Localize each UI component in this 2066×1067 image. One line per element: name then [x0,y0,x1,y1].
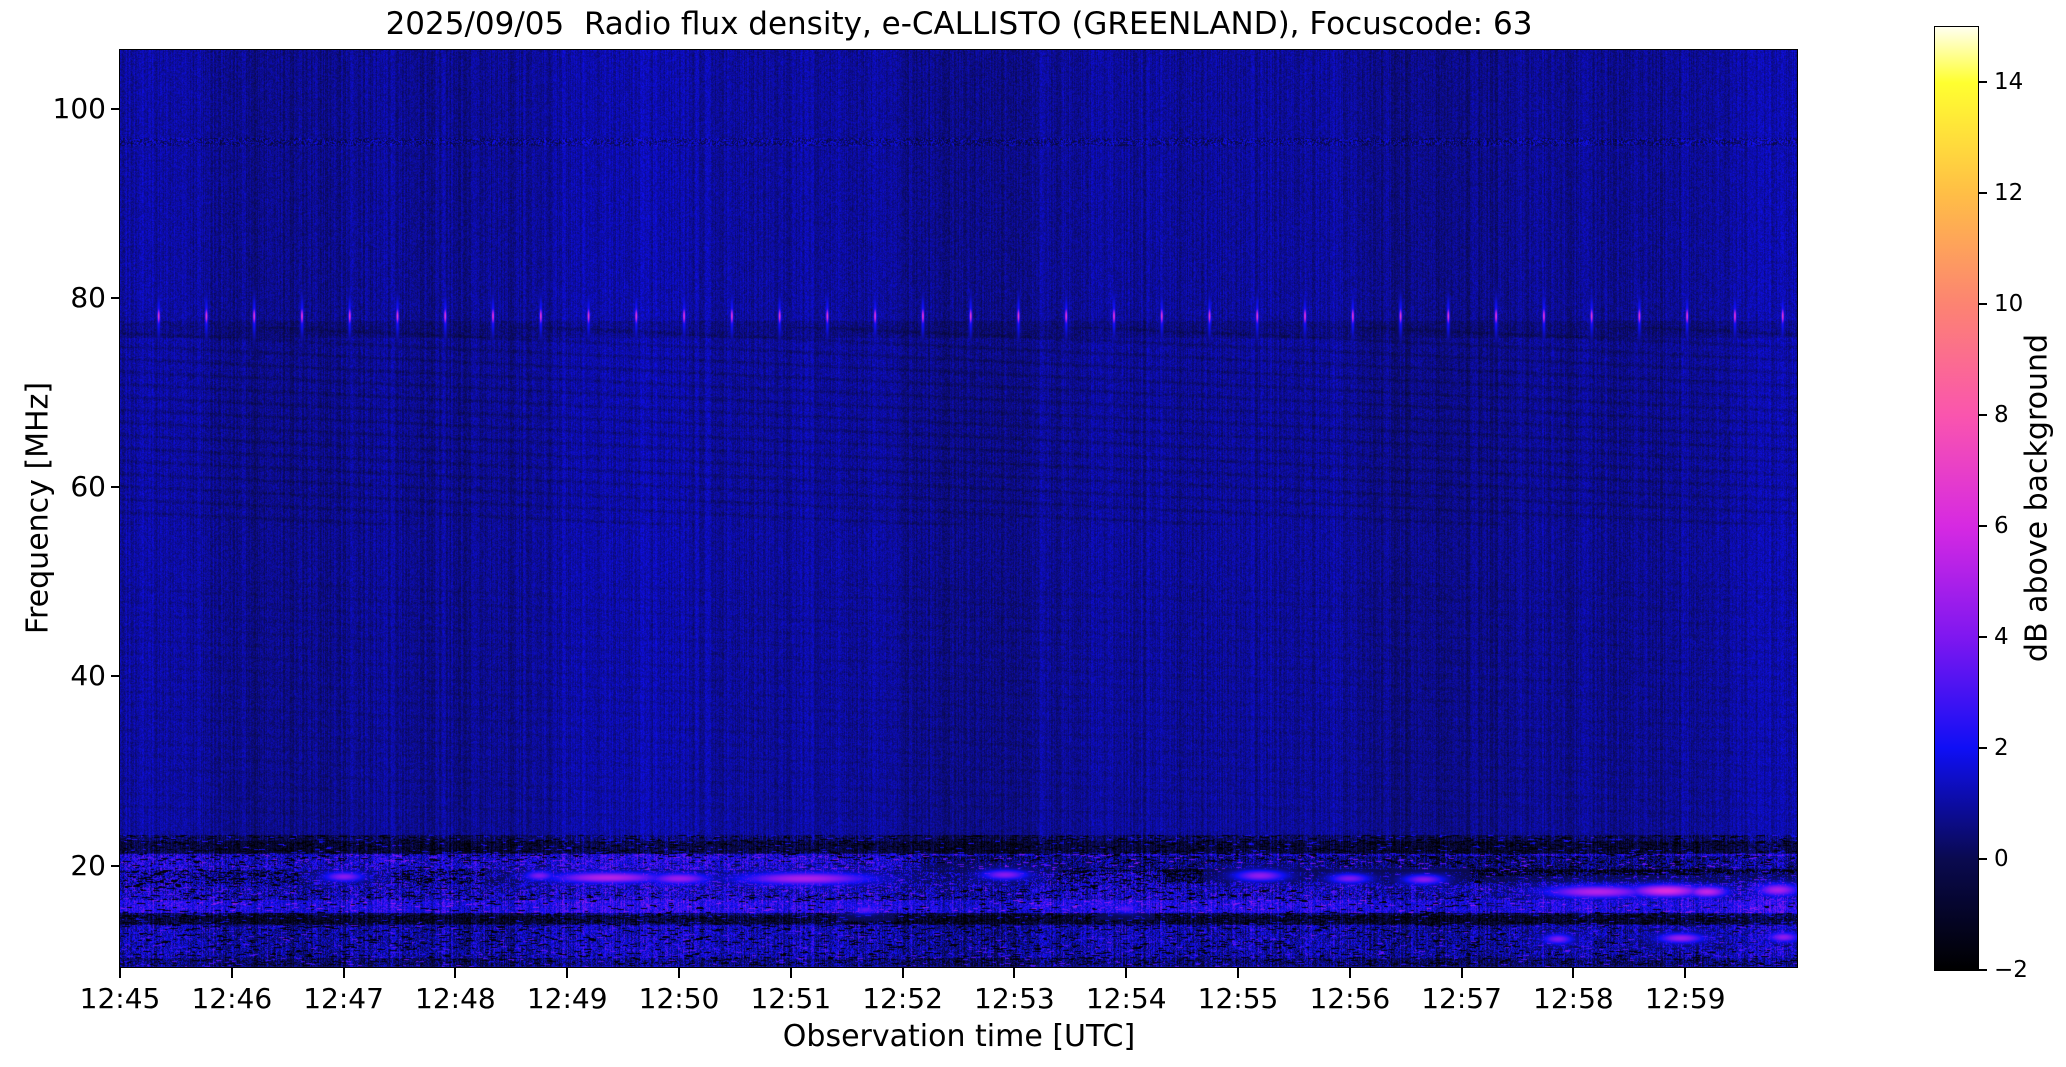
x-tick-label: 12:53 [974,982,1055,1015]
x-tick-mark [119,968,121,978]
x-tick-mark [1013,968,1016,978]
x-tick-mark [454,968,457,978]
y-tick-mark [111,864,119,867]
x-tick-label: 12:54 [1085,982,1167,1015]
colorbar-tick-label: 8 [1994,402,2009,429]
colorbar-tick-label: 2 [1994,735,2009,762]
colorbar-tick-label: 6 [1994,513,2009,540]
x-tick-label: 12:48 [415,982,496,1015]
x-tick-label: 12:47 [303,982,384,1015]
x-tick-mark [1460,968,1463,978]
x-tick-label: 12:49 [526,982,608,1015]
x-axis-label: Observation time [UTC] [782,1019,1136,1054]
y-tick-label: 20 [70,848,106,882]
y-tick-label: 100 [52,91,106,125]
x-tick-mark [901,968,904,978]
x-tick-label: 12:59 [1644,982,1726,1015]
colorbar-tick-label: 10 [1994,291,2024,318]
x-tick-label: 12:50 [638,982,720,1015]
x-tick-mark [566,968,569,978]
colorbar-label: dB above background [2019,333,2055,663]
colorbar-tick-label: 12 [1994,180,2024,207]
x-tick-label: 12:46 [191,982,273,1015]
x-tick-label: 12:56 [1309,982,1391,1015]
colorbar-gradient [1934,26,1979,971]
y-tick-mark [111,675,119,678]
x-tick-label: 12:51 [750,982,832,1015]
x-tick-label: 12:45 [79,982,161,1015]
y-tick-mark [111,107,119,110]
y-tick-mark [111,296,119,299]
colorbar-tick-mark [1979,525,1987,528]
x-tick-mark [1237,968,1239,978]
plot-area [119,49,1798,968]
colorbar-tick-mark [1979,636,1987,639]
colorbar-tick-mark [1979,414,1987,417]
x-tick-mark [1684,968,1687,978]
colorbar-tick-mark [1979,747,1987,750]
x-tick-label: 12:58 [1533,982,1614,1015]
spectrogram-canvas [120,50,1797,967]
x-tick-mark [678,968,680,978]
colorbar-tick-mark [1979,192,1987,195]
colorbar-tick-mark [1979,303,1987,306]
colorbar-tick-label: 4 [1994,624,2009,651]
y-tick-label: 60 [70,470,106,504]
x-tick-label: 12:55 [1197,982,1279,1015]
y-tick-label: 40 [70,659,106,693]
colorbar-tick-mark [1979,858,1987,861]
y-tick-mark [111,486,119,489]
x-tick-mark [789,968,792,978]
x-tick-label: 12:57 [1421,982,1502,1015]
colorbar-tick-label: −2 [1994,957,2028,983]
x-tick-mark [1125,968,1128,978]
y-tick-label: 80 [70,280,106,314]
x-tick-mark [1348,968,1351,978]
colorbar-tick-label: 14 [1994,69,2024,96]
colorbar-tick-mark [1979,969,1987,971]
x-tick-label: 12:52 [862,982,943,1015]
x-tick-mark [1572,968,1575,978]
x-tick-mark [230,968,233,978]
colorbar-tick-mark [1979,81,1987,84]
y-axis-label: Frequency [MHz] [20,381,56,635]
colorbar-tick-label: 0 [1994,846,2009,873]
x-tick-mark [342,968,345,978]
chart-title: 2025/09/05 Radio flux density, e-CALLIST… [385,6,1533,42]
